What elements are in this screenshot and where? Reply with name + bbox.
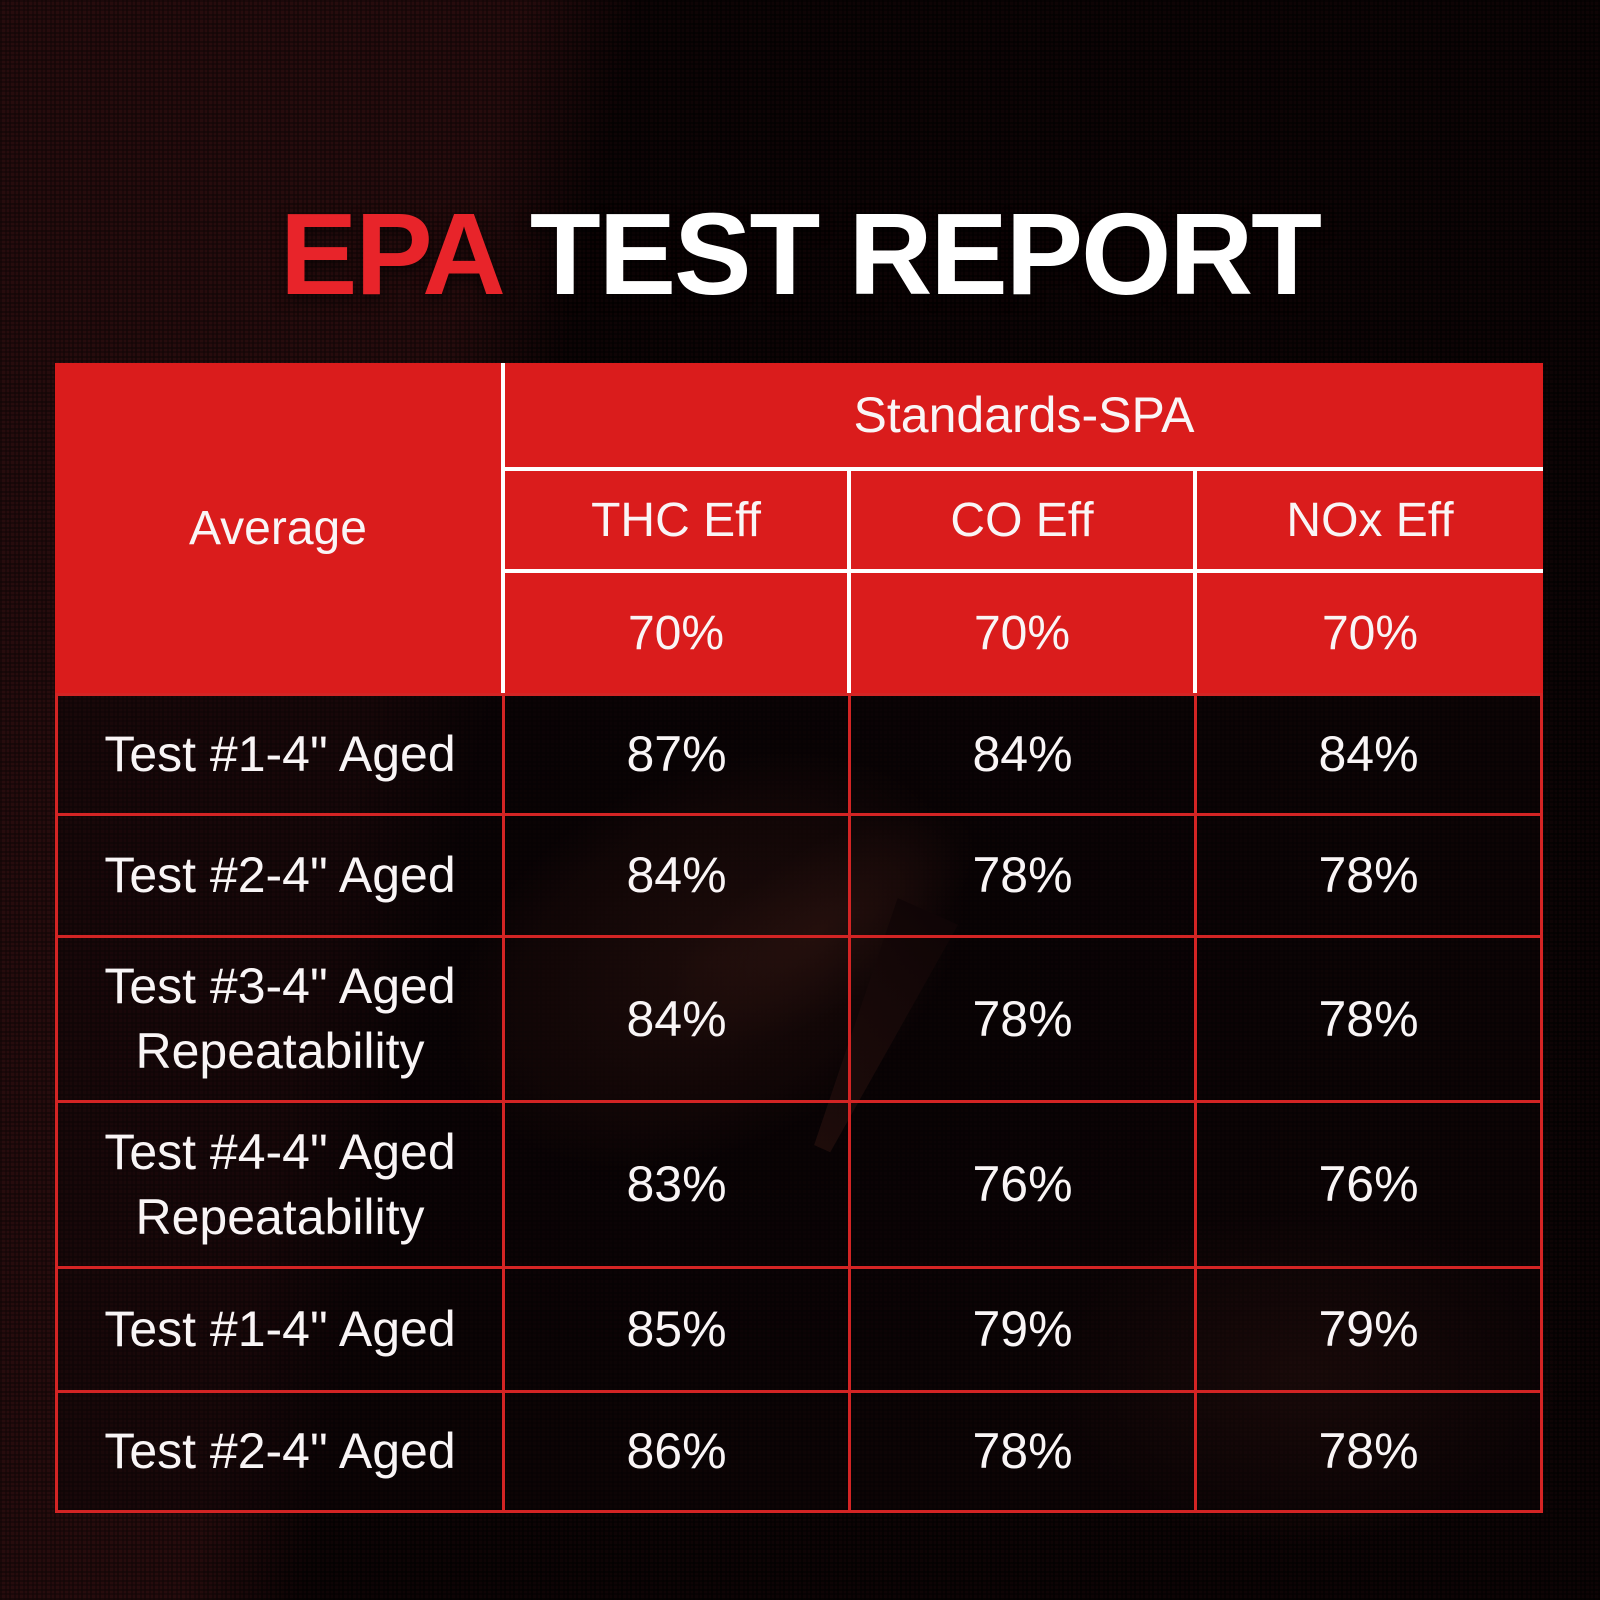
row-value: 78% [851, 1393, 1197, 1513]
row-value: 84% [851, 693, 1197, 816]
column-header-thc-eff: THC Eff [505, 471, 851, 573]
page-title: EPA TEST REPORT [0, 196, 1600, 312]
group-header-standards: Standards-SPA [505, 363, 1543, 471]
row-value: 76% [851, 1103, 1197, 1269]
column-header-nox-eff: NOx Eff [1197, 471, 1543, 573]
row-label: Test #1-4" Aged [55, 1269, 505, 1393]
row-value: 87% [505, 693, 851, 816]
title-rest: TEST REPORT [529, 188, 1322, 319]
row-value: 78% [1197, 938, 1543, 1103]
row-label: Test #1-4" Aged [55, 693, 505, 816]
row-value: 78% [851, 816, 1197, 938]
standard-value-co: 70% [851, 573, 1197, 693]
row-value: 78% [851, 938, 1197, 1103]
row-value: 83% [505, 1103, 851, 1269]
row-value: 84% [505, 938, 851, 1103]
row-label: Test #3-4" Aged Repeatability [55, 938, 505, 1103]
row-value: 79% [851, 1269, 1197, 1393]
title-highlight: EPA [280, 188, 506, 319]
row-value: 85% [505, 1269, 851, 1393]
row-value: 78% [1197, 816, 1543, 938]
row-value: 84% [505, 816, 851, 938]
row-value: 79% [1197, 1269, 1543, 1393]
row-value: 78% [1197, 1393, 1543, 1513]
row-value: 76% [1197, 1103, 1543, 1269]
standard-value-thc: 70% [505, 573, 851, 693]
corner-header-average: Average [55, 363, 505, 693]
row-value: 86% [505, 1393, 851, 1513]
epa-test-report-table: Average Standards-SPA THC Eff CO Eff NOx… [55, 363, 1543, 1513]
row-label: Test #2-4" Aged [55, 1393, 505, 1513]
standard-value-nox: 70% [1197, 573, 1543, 693]
column-header-co-eff: CO Eff [851, 471, 1197, 573]
row-value: 84% [1197, 693, 1543, 816]
row-label: Test #4-4" Aged Repeatability [55, 1103, 505, 1269]
row-label: Test #2-4" Aged [55, 816, 505, 938]
